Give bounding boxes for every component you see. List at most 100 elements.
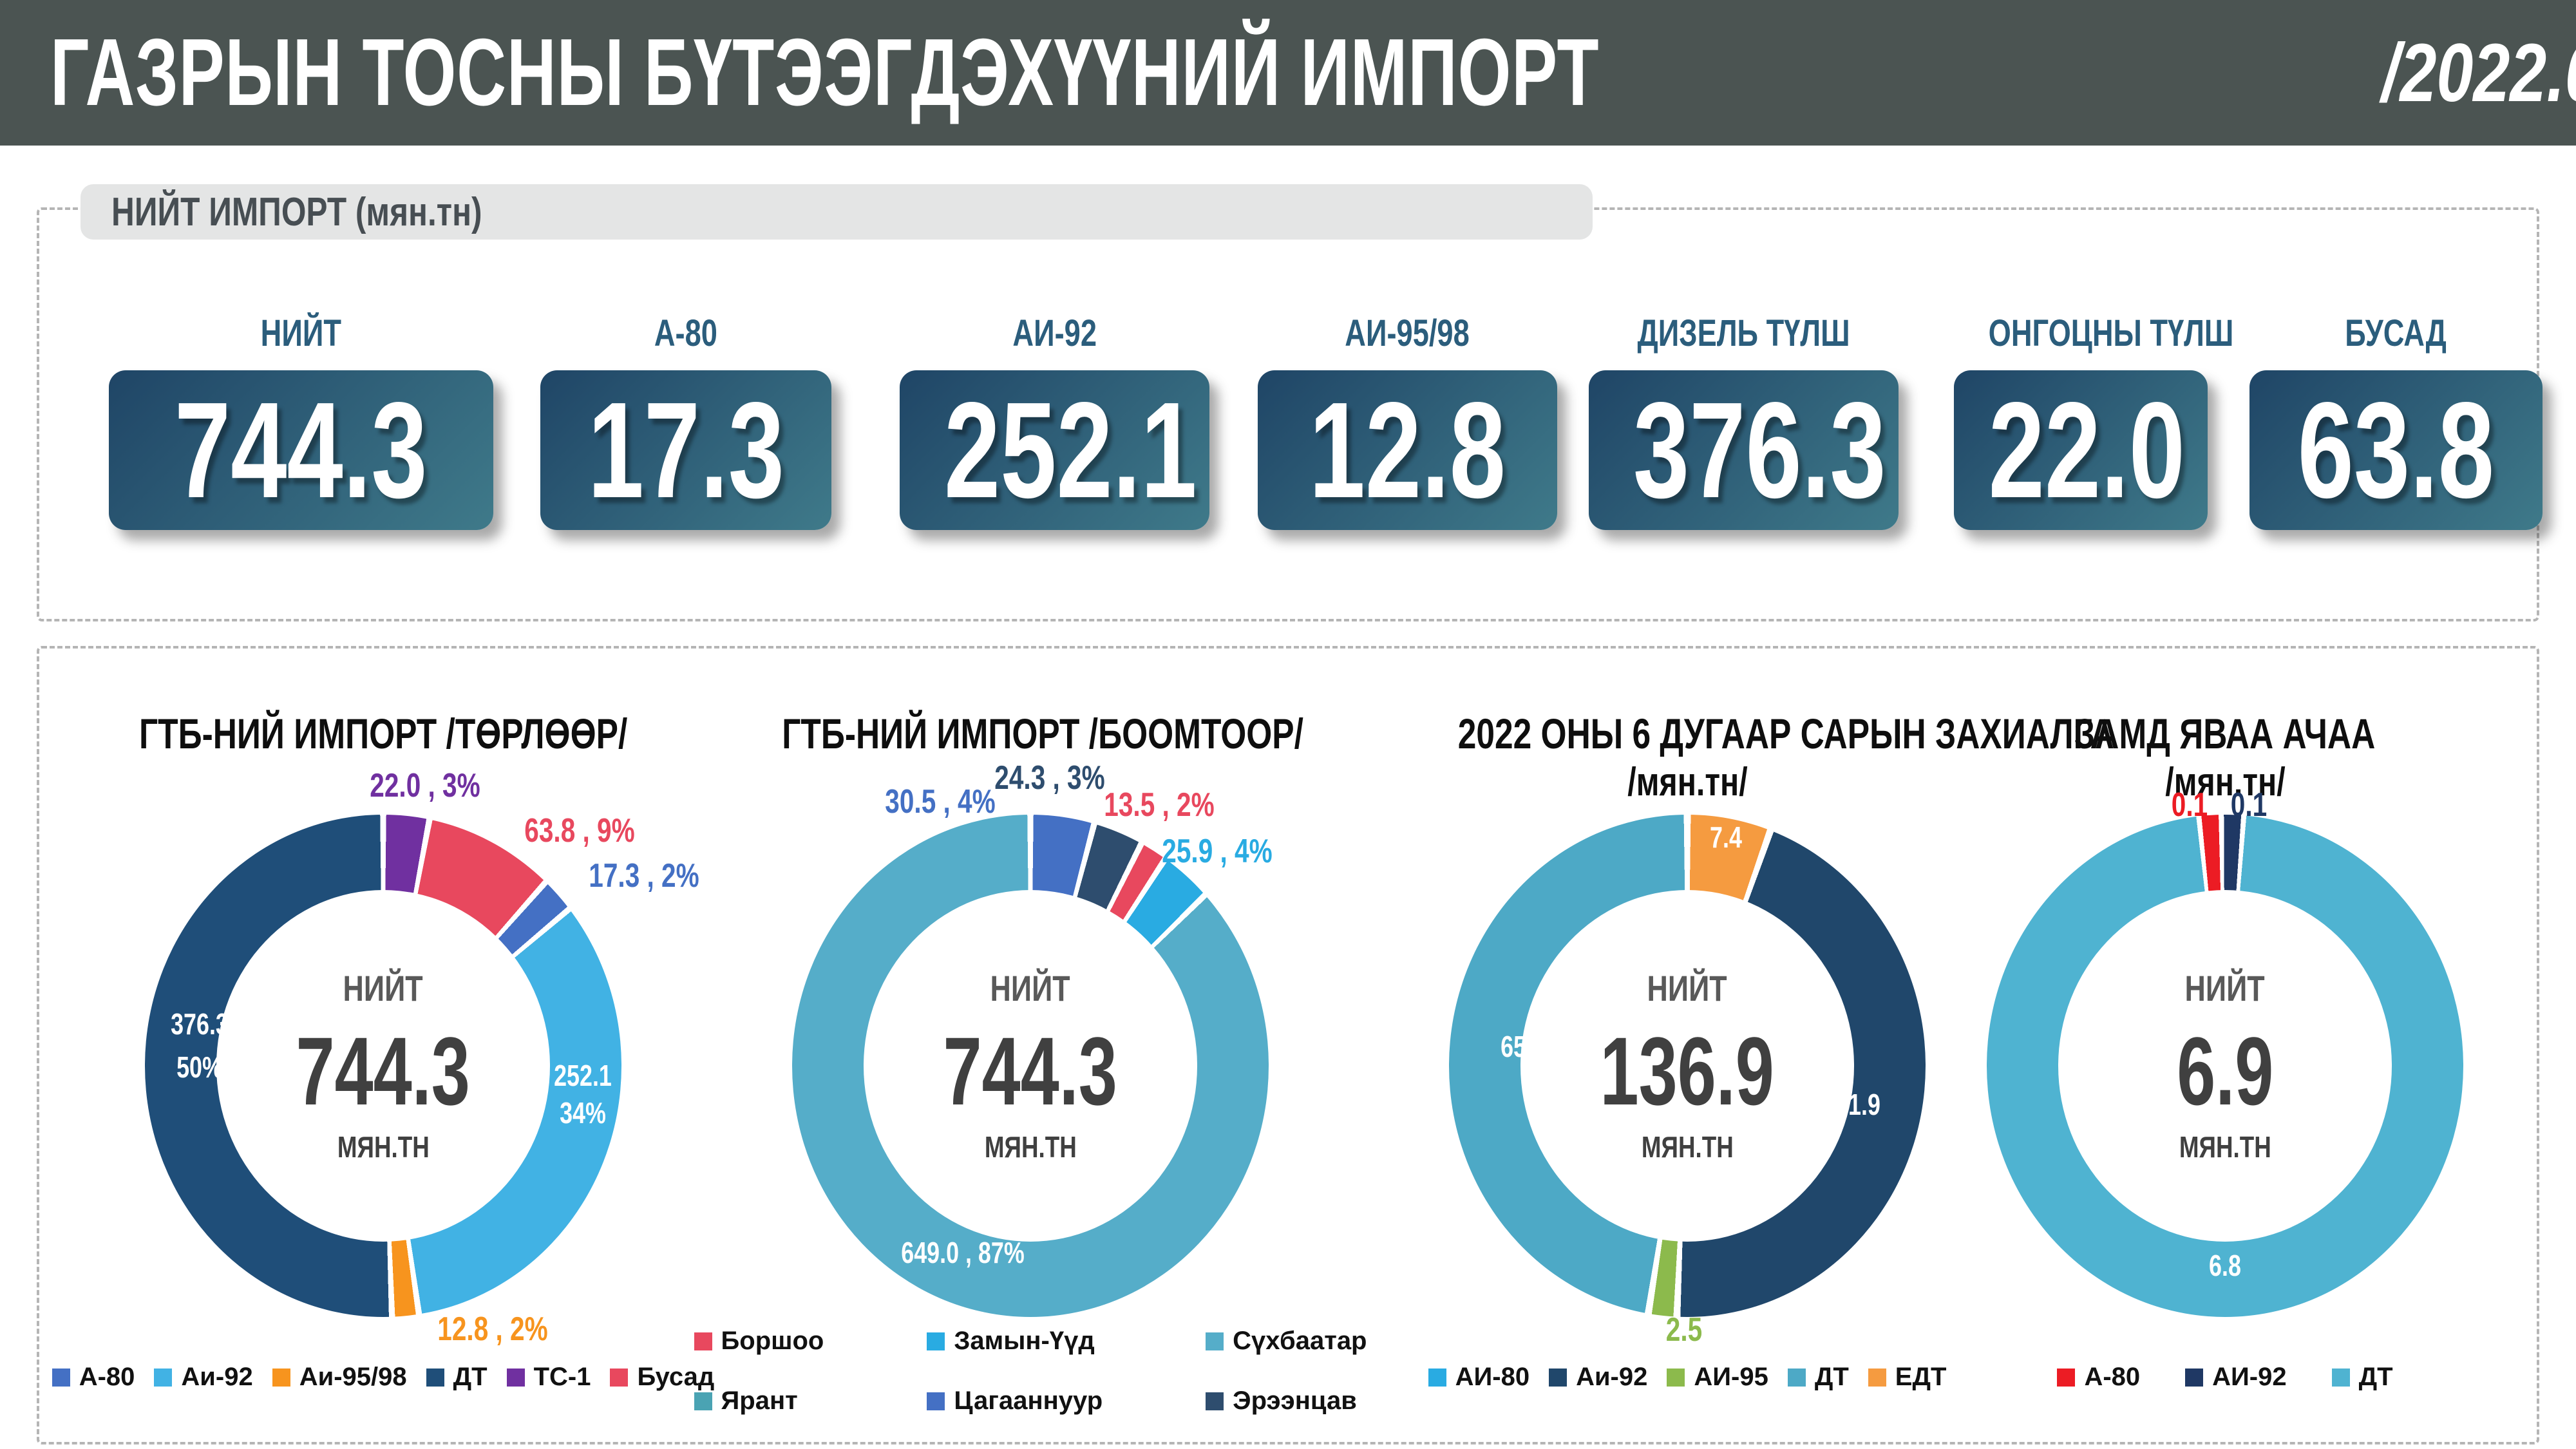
- kpi-value-a80: 17.3: [587, 374, 784, 526]
- slice-label: 252.1: [554, 1059, 612, 1092]
- slice-label: 25.9 , 4%: [1162, 833, 1273, 870]
- kpi-value-other: 63.8: [2297, 374, 2495, 526]
- chart-june-orders: 2022 ОНЫ 6 ДУГААР САРЫН ЗАХИАЛГА /мян.тн…: [1365, 683, 2114, 1444]
- legend-swatch: [272, 1368, 290, 1387]
- center-unit: МЯН.ТН: [337, 1130, 430, 1164]
- center-label: НИЙТ: [343, 968, 424, 1009]
- legend-item: Цагааннуур: [927, 1387, 1103, 1416]
- legend-item: ДТ: [1787, 1363, 1849, 1392]
- center-unit: МЯН.ТН: [2179, 1130, 2271, 1164]
- page-title: ГАЗРЫН ТОСНЫ БҮТЭЭГДЭХҮҮНИЙ ИМПОРТ: [50, 19, 1600, 126]
- legend-swatch: [52, 1368, 70, 1387]
- legend-item: ДТ: [2331, 1363, 2393, 1392]
- kpi-value-ai92: 252.1: [943, 374, 1197, 526]
- chart-title: ГТБ-НИЙ ИМПОРТ /БООМТООР/: [782, 710, 1303, 757]
- legend-item: АИ-95: [1667, 1363, 1768, 1392]
- kpi-card-other: 63.8: [2249, 370, 2543, 530]
- legend-item: Боршоо: [694, 1327, 824, 1356]
- center-value: 744.3: [943, 1017, 1118, 1125]
- chart-title: 2022 ОНЫ 6 ДУГААР САРЫН ЗАХИАЛГА: [1457, 710, 2114, 757]
- kpi-card-diesel: 376.3: [1589, 370, 1899, 530]
- chart-cargo-in-transit: ЗАМД ЯВАА АЧАА /мян.тн/ НИЙТ 6.9 МЯН.ТН …: [1903, 683, 2547, 1444]
- kpi-label-jetfuel: ОНГОЦНЫ ТҮЛШ: [1988, 312, 2234, 354]
- slice-label: 61.9: [1835, 1088, 1880, 1121]
- center-label: НИЙТ: [1647, 968, 1728, 1009]
- legend-swatch: [1206, 1392, 1224, 1410]
- slice-label: 63.8 , 9%: [524, 812, 635, 849]
- center-label: НИЙТ: [2184, 968, 2266, 1009]
- slice-label: 65.0: [1501, 1030, 1546, 1063]
- legend-item: А-80: [2057, 1363, 2140, 1392]
- chart-title: ГТБ-НИЙ ИМПОРТ /ТӨРЛӨӨР/: [138, 710, 628, 757]
- slice-label: 34%: [560, 1096, 606, 1130]
- chart-subtitle: /мян.тн/: [1627, 760, 1748, 804]
- legend-item: Аи-92: [154, 1363, 253, 1392]
- kpi-value-jetfuel: 22.0: [1988, 374, 2185, 526]
- legend: АИ-80 Аи-92 АИ-95 ДТ ЕДТ: [1365, 1363, 2009, 1392]
- legend-swatch: [610, 1368, 629, 1387]
- center-unit: МЯН.ТН: [984, 1130, 1077, 1164]
- charts-section-border: [37, 646, 2539, 1444]
- legend-item: ДТ: [426, 1363, 488, 1392]
- kpi-label-ai9598: АИ-95/98: [1345, 312, 1470, 354]
- legend-swatch: [2057, 1368, 2076, 1387]
- kpi-card-a80: 17.3: [540, 370, 831, 530]
- legend-item: Замын-Үүд: [927, 1327, 1103, 1356]
- center-value: 744.3: [296, 1017, 471, 1125]
- donut-hole: НИЙТ 744.3 МЯН.ТН: [216, 890, 550, 1242]
- legend-swatch: [1868, 1368, 1886, 1387]
- legend-swatch: [694, 1332, 712, 1350]
- legend-item: Аи-92: [1549, 1363, 1647, 1392]
- legend-swatch: [1428, 1368, 1446, 1387]
- legend-swatch: [426, 1368, 444, 1387]
- kpi-card-total: 744.3: [109, 370, 493, 530]
- legend-swatch: [154, 1368, 173, 1387]
- donut-hole: НИЙТ 136.9 МЯН.ТН: [1520, 890, 1854, 1242]
- legend-swatch: [506, 1368, 525, 1387]
- legend-swatch: [1206, 1332, 1224, 1350]
- kpi-label-other: БУСАД: [2345, 312, 2447, 354]
- center-value: 136.9: [1600, 1017, 1775, 1125]
- legend-swatch: [1667, 1368, 1685, 1387]
- legend-item: АИ-80: [1428, 1363, 1530, 1392]
- chart-title: ЗАМД ЯВАА АЧАА: [2074, 710, 2376, 757]
- chart-subtitle: /мян.тн/: [2164, 760, 2286, 804]
- slice-label: 649.0 , 87%: [901, 1236, 1025, 1269]
- kpi-label-ai92: АИ-92: [1012, 312, 1097, 354]
- legend-swatch: [927, 1332, 945, 1350]
- legend-item: Сүхбаатар: [1206, 1327, 1367, 1356]
- legend-item: ТС-1: [506, 1363, 591, 1392]
- legend-item: Эрээнцав: [1206, 1387, 1367, 1416]
- slice-label: 7.4: [1710, 820, 1742, 854]
- legend-item: Бусад: [610, 1363, 714, 1392]
- legend: А-80 Аи-92 Аи-95/98 ДТ ТС-1 Бусад: [52, 1363, 714, 1392]
- slice-label: 50%: [176, 1050, 223, 1084]
- slice-label: 22.0 , 3%: [370, 767, 480, 804]
- legend-swatch: [694, 1392, 712, 1410]
- donut-hole: НИЙТ 6.9 МЯН.ТН: [2058, 890, 2392, 1242]
- legend-item: Аи-95/98: [272, 1363, 407, 1392]
- kpi-label-diesel: ДИЗЕЛЬ ТҮЛШ: [1637, 312, 1850, 354]
- kpi-card-ai9598: 12.8: [1258, 370, 1557, 530]
- donut-hole: НИЙТ 744.3 МЯН.ТН: [864, 890, 1197, 1242]
- legend: Боршоо Замын-Үүд Сүхбаатар Ярант Цагаанн…: [694, 1327, 1367, 1416]
- legend: А-80 АИ-92 ДТ: [1903, 1363, 2547, 1392]
- slice-label: 376.3: [171, 1007, 229, 1041]
- chart-import-by-port: ГТБ-НИЙ ИМПОРТ /БООМТООР/ НИЙТ 744.3 МЯН…: [694, 683, 1367, 1444]
- center-value: 6.9: [2176, 1017, 2274, 1125]
- center-unit: МЯН.ТН: [1641, 1130, 1734, 1164]
- slice-label: 24.3 , 3%: [994, 759, 1105, 797]
- report-period: /2022.01.01-2022.06.06/: [2381, 26, 2576, 119]
- kpi-section-bar: НИЙТ ИМПОРТ (мян.тн): [80, 184, 1593, 240]
- kpi-value-ai9598: 12.8: [1309, 374, 1506, 526]
- legend-item: ЕДТ: [1868, 1363, 1946, 1392]
- legend-swatch: [2185, 1368, 2204, 1387]
- legend-item: А-80: [52, 1363, 135, 1392]
- slice-label: 30.5 , 4%: [885, 783, 996, 820]
- kpi-label-a80: А-80: [654, 312, 718, 354]
- header: ГАЗРЫН ТОСНЫ БҮТЭЭГДЭХҮҮНИЙ ИМПОРТ /2022…: [0, 0, 2576, 146]
- slice-label: 6.8: [2209, 1249, 2241, 1282]
- kpi-value-total: 744.3: [175, 374, 428, 526]
- slice-label: 12.8 , 2%: [437, 1311, 548, 1348]
